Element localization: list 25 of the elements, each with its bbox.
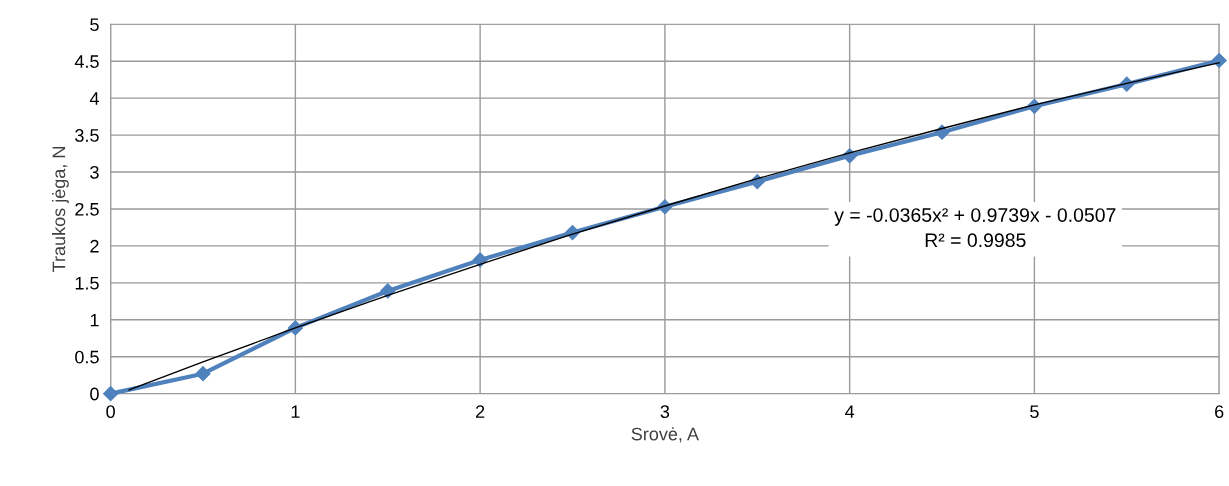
y-tick-label: 2	[90, 239, 99, 253]
y-tick-label: 3	[90, 165, 99, 179]
y-tick-label: 0	[90, 387, 99, 401]
y-tick-label: 1	[90, 313, 99, 327]
y-tick-label: 2.5	[75, 202, 99, 216]
x-tick-label: 1	[291, 405, 300, 418]
point	[103, 386, 119, 402]
x-tick-label: 5	[1030, 405, 1039, 419]
point	[472, 252, 488, 268]
x-axis-title: Srovė, A	[631, 427, 699, 443]
y-tick-label: 3.5	[75, 129, 99, 142]
annotation: y = -0.0365x² + 0.9739x - 0.0507 R² = 0.9985	[834, 208, 1116, 248]
x-tick-label: 3	[660, 405, 670, 419]
x-tick-label: 4	[845, 405, 855, 418]
point	[1211, 52, 1227, 69]
x-tick-label: 6	[1215, 405, 1224, 419]
y-axis-title: Traukos jėga, N	[52, 147, 69, 272]
y-tick-label: 5	[90, 18, 99, 32]
y-tick-label: 1.5	[75, 276, 99, 290]
y-tick-label: 0.5	[75, 350, 99, 364]
point	[195, 366, 211, 382]
x-tick-label: 0	[106, 405, 115, 419]
x-tick-label: 2	[476, 405, 485, 418]
y-tick-label: 4.5	[74, 55, 99, 68]
y-tick-label: 4	[89, 92, 99, 105]
